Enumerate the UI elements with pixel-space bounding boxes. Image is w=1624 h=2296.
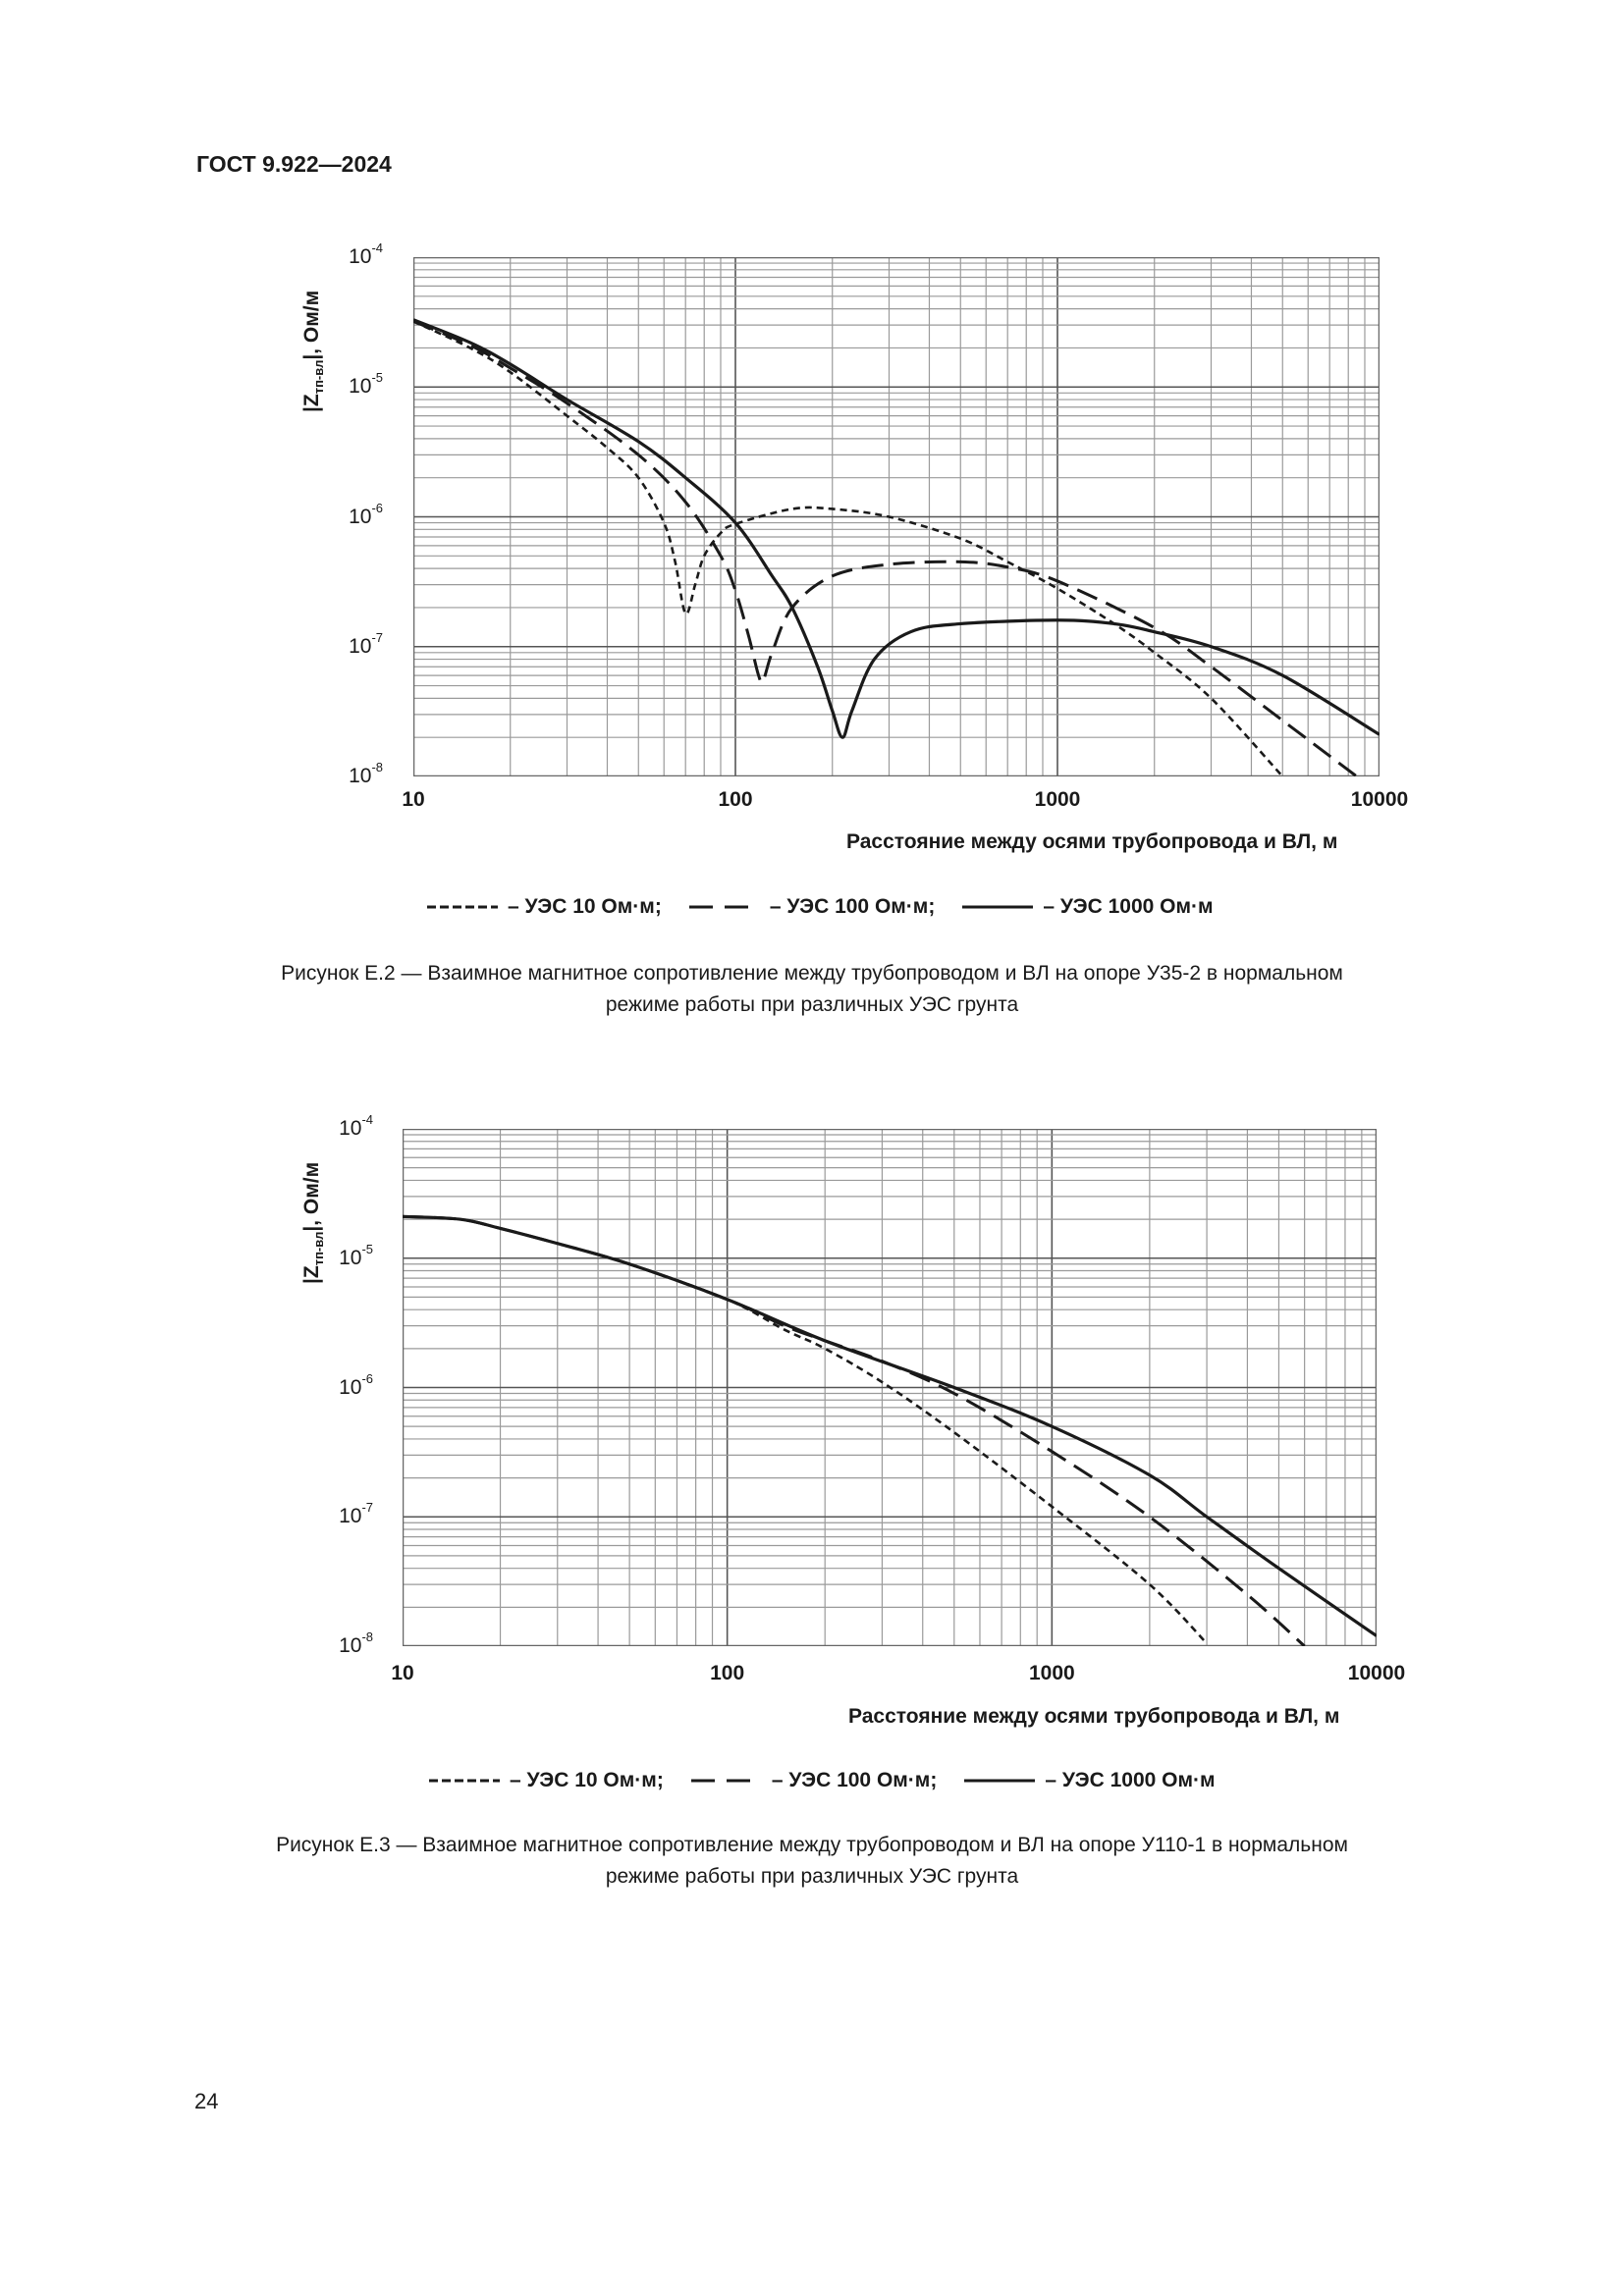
y-tick-label: 10-7 [349,629,383,658]
y-axis-label: |Zтп-вл|, Ом/м [300,291,326,412]
legend-label: – УЭС 100 Ом·м; [771,1769,938,1791]
series-line-solid [413,318,1380,739]
x-tick-label: 1000 [1028,1662,1075,1684]
legend-label: – УЭС 1000 Ом·м [1043,895,1214,918]
x-tick-label: 10000 [1347,1662,1406,1684]
y-label-main: |Z [300,1265,323,1284]
y-tick-label: 10-5 [339,1241,373,1269]
legend-label: – УЭС 1000 Ом·м [1045,1769,1216,1791]
legend: – УЭС 10 Ом·м; – УЭС 100 Ом·м; – УЭС 1000 … [427,895,1231,919]
legend-swatch-long-dash [688,905,760,909]
caption-line: режиме работы при различных УЭС грунта [605,1865,1019,1888]
y-axis-label: |Zтп-вл|, Ом/м [300,1162,326,1284]
caption-line: Рисунок Е.2 — Взаимное магнитное сопроти… [281,962,1343,985]
series-line-long-dash [413,320,1358,776]
y-tick-label: 10-6 [339,1370,373,1399]
x-tick-label: 100 [718,788,753,811]
x-axis-title: Расстояние между осями трубопровода и ВЛ… [848,1705,1340,1728]
series-line-short-dash [413,320,1284,776]
caption-line: режиме работы при различных УЭС грунта [605,993,1019,1016]
legend-swatch-short-dash [427,905,498,909]
legend-label: – УЭС 10 Ом·м; [510,1769,664,1791]
legend-swatch-long-dash [690,1779,762,1783]
x-tick-label: 100 [710,1662,745,1684]
y-label-unit: |, Ом/м [300,1161,323,1232]
legend-swatch-solid [962,905,1034,909]
plot-frame [413,257,1380,776]
y-tick-label: 10-5 [349,370,383,399]
series-line-solid [403,1214,1377,1637]
y-tick-label: 10-7 [339,1500,373,1528]
document-id-header: ГОСТ 9.922—2024 [196,151,392,177]
page-number: 24 [194,2089,219,2113]
x-tick-label: 10 [402,788,425,811]
chart-plot-area [403,1129,1377,1646]
series-line-short-dash [403,1214,1209,1645]
y-label-unit: |, Ом/м [300,290,323,360]
legend: – УЭС 10 Ом·м; – УЭС 100 Ом·м; – УЭС 1000 … [429,1769,1233,1792]
y-tick-label: 10-4 [349,240,383,268]
y-label-main: |Z [300,394,323,412]
x-axis-title: Расстояние между осями трубопровода и ВЛ… [846,830,1338,853]
x-tick-label: 1000 [1034,788,1081,811]
figure-caption: Рисунок Е.2 — Взаимное магнитное сопроти… [147,958,1477,1021]
figure-caption: Рисунок Е.3 — Взаимное магнитное сопроти… [147,1830,1477,1893]
y-tick-label: 10-6 [349,500,383,528]
y-label-subscript: тп-вл [311,359,327,395]
x-tick-label: 10000 [1350,788,1409,811]
legend-swatch-solid [964,1779,1036,1783]
legend-label: – УЭС 10 Ом·м; [508,895,662,918]
y-tick-label: 10-4 [339,1112,373,1140]
legend-swatch-short-dash [429,1779,500,1783]
chart-plot-area [413,257,1380,776]
series-line-long-dash [403,1214,1306,1646]
y-tick-label: 10-8 [339,1629,373,1657]
x-tick-label: 10 [391,1662,414,1684]
caption-line: Рисунок Е.3 — Взаимное магнитное сопроти… [276,1834,1348,1856]
plot-frame [403,1129,1377,1646]
y-tick-label: 10-8 [349,760,383,787]
legend-label: – УЭС 100 Ом·м; [769,895,936,918]
